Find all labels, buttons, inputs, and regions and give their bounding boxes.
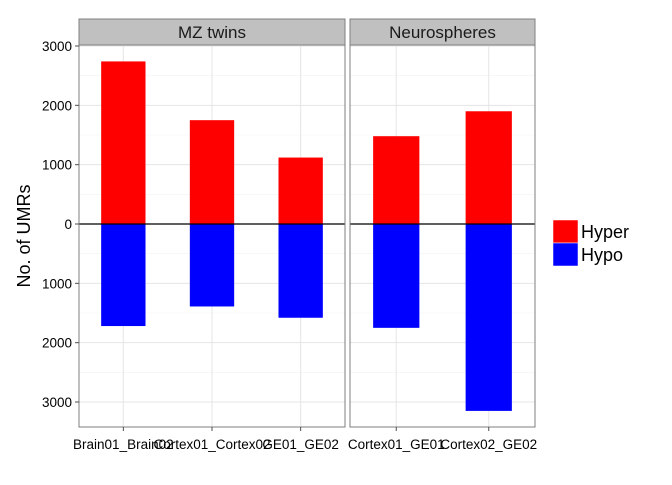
facet-strip xyxy=(349,18,536,46)
bar-hypo-Cortex01_GE01 xyxy=(373,224,420,328)
legend-swatch-hypo xyxy=(552,242,579,267)
y-tick-label: 2000 xyxy=(42,336,72,351)
legend-label-hyper: Hyper xyxy=(581,222,629,242)
y-tick-label: 1000 xyxy=(42,276,72,291)
bar-hypo-GE01_GE02 xyxy=(278,224,323,318)
bar-hyper-Cortex01_GE01 xyxy=(373,136,420,224)
y-tick-label: 0 xyxy=(64,217,72,232)
y-tick-label: 1000 xyxy=(42,158,72,173)
x-tick-label: Cortex01_Cortex02 xyxy=(153,437,270,452)
bar-hypo-Brain01_Brain02 xyxy=(101,224,146,327)
bar-hyper-GE01_GE02 xyxy=(278,157,323,224)
x-tick-label: Cortex01_GE01 xyxy=(348,437,445,452)
legend-swatch-hyper xyxy=(552,219,579,244)
bar-hyper-Cortex02_GE02 xyxy=(465,111,512,224)
bar-hypo-Cortex01_Cortex02 xyxy=(189,224,235,307)
bar-hyper-Brain01_Brain02 xyxy=(101,61,146,224)
y-tick-label: 3000 xyxy=(42,395,72,410)
facet-strip xyxy=(78,18,346,46)
legend-label-hypo: Hypo xyxy=(581,245,623,265)
x-tick-label: Brain01_Brain02 xyxy=(73,437,174,452)
x-tick-label: GE01_GE02 xyxy=(262,437,339,452)
bar-hyper-Cortex01_Cortex02 xyxy=(189,120,235,224)
facet-title: MZ twins xyxy=(178,23,246,42)
bar-hypo-Cortex02_GE02 xyxy=(465,224,512,411)
y-axis-title: No. of UMRs xyxy=(14,184,34,287)
y-tick-label: 3000 xyxy=(42,39,72,54)
y-tick-label: 2000 xyxy=(42,98,72,113)
facet-title: Neurospheres xyxy=(389,23,496,42)
x-tick-label: Cortex02_GE02 xyxy=(440,437,537,452)
